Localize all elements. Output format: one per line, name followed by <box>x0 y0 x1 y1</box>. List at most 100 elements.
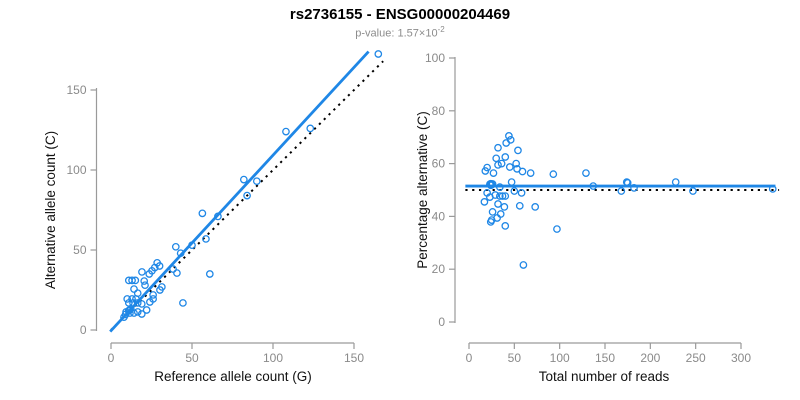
data-point <box>239 175 248 184</box>
data-point <box>512 159 520 168</box>
x-tick-label: 150 <box>595 351 615 365</box>
data-point <box>519 261 528 269</box>
data-point <box>243 191 251 200</box>
y-tick-label: 100 <box>425 51 445 65</box>
data-point <box>671 178 680 186</box>
data-point <box>481 167 490 175</box>
chart-title: rs2736155 - ENSG00000204469 <box>289 6 511 23</box>
data-point <box>488 180 497 188</box>
data-point <box>133 308 142 316</box>
data-point <box>505 132 513 140</box>
y-axis-title: Alternative allele count (C) <box>43 131 58 289</box>
data-point <box>141 281 149 290</box>
data-point <box>133 299 142 307</box>
data-point <box>131 276 140 285</box>
data-point <box>492 154 501 163</box>
data-point <box>282 127 290 136</box>
data-point <box>155 262 164 270</box>
data-point <box>617 187 626 195</box>
data-point <box>518 167 527 176</box>
data-point <box>158 283 166 291</box>
data-point <box>205 270 214 278</box>
data-point <box>142 306 151 314</box>
x-tick-label: 100 <box>263 351 283 365</box>
x-tick-label: 250 <box>686 351 706 365</box>
pvalue-mantissa: 1.57 <box>397 27 419 40</box>
pvalue-label: p-value: <box>355 27 395 40</box>
data-point <box>510 187 519 195</box>
pvalue-exponent: -2 <box>437 25 445 34</box>
data-point <box>140 277 149 285</box>
data-point <box>179 299 187 307</box>
data-point <box>149 291 157 299</box>
data-point <box>130 285 138 293</box>
data-point <box>582 169 590 177</box>
data-point <box>589 182 598 190</box>
data-point <box>501 192 510 200</box>
data-point <box>214 212 222 221</box>
data-point <box>173 269 181 277</box>
pvalue-times-base: ×10 <box>418 27 438 40</box>
y-tick-label: 60 <box>432 157 446 171</box>
data-point <box>623 179 632 187</box>
data-point <box>549 170 558 179</box>
data-point <box>198 209 207 218</box>
data-point <box>515 201 524 210</box>
data-point <box>306 124 315 133</box>
data-point <box>480 198 489 206</box>
data-point <box>496 210 505 218</box>
data-point <box>486 193 494 201</box>
x-tick-label: 300 <box>731 351 751 365</box>
data-point <box>489 169 498 177</box>
identity-line <box>110 60 384 331</box>
data-point <box>129 299 137 307</box>
data-point <box>517 189 526 197</box>
data-point <box>169 265 177 273</box>
y-tick-label: 40 <box>432 209 446 223</box>
regression-line <box>109 50 370 333</box>
data-point <box>133 289 142 298</box>
data-point <box>128 276 136 285</box>
data-point <box>630 184 638 192</box>
data-point <box>188 241 196 250</box>
y-axis-title: Percentage alternative (C) <box>415 111 430 269</box>
x-axis-title: Total number of reads <box>539 369 670 384</box>
data-point <box>171 242 180 251</box>
y-tick-label: 100 <box>66 163 86 177</box>
data-point <box>149 295 157 303</box>
data-point <box>506 135 515 144</box>
data-point <box>622 178 631 186</box>
data-point <box>507 178 516 186</box>
y-tick-label: 20 <box>432 262 446 276</box>
x-tick-label: 200 <box>640 351 660 365</box>
data-point <box>137 300 146 308</box>
data-point <box>252 177 261 186</box>
x-tick-label: 0 <box>108 351 115 365</box>
data-point <box>374 50 383 58</box>
data-point <box>526 169 535 177</box>
data-point <box>514 146 522 155</box>
data-point <box>486 218 495 226</box>
x-tick-label: 50 <box>508 351 522 365</box>
x-axis-title: Reference allele count (G) <box>154 369 312 384</box>
data-point <box>495 192 504 200</box>
data-point <box>498 192 507 200</box>
data-point <box>553 225 561 233</box>
data-point <box>502 139 511 147</box>
data-point <box>531 203 540 211</box>
y-tick-label: 80 <box>432 104 446 118</box>
data-point <box>494 143 502 152</box>
data-point <box>123 295 132 303</box>
x-tick-label: 150 <box>344 351 364 365</box>
data-point <box>202 235 210 243</box>
data-point <box>501 153 510 161</box>
y-tick-label: 0 <box>80 323 87 337</box>
x-tick-label: 50 <box>185 351 199 365</box>
data-point <box>497 159 506 168</box>
data-point <box>137 310 146 318</box>
x-tick-label: 100 <box>550 351 570 365</box>
data-point <box>689 187 697 195</box>
data-point <box>768 185 777 193</box>
data-point <box>176 249 185 258</box>
